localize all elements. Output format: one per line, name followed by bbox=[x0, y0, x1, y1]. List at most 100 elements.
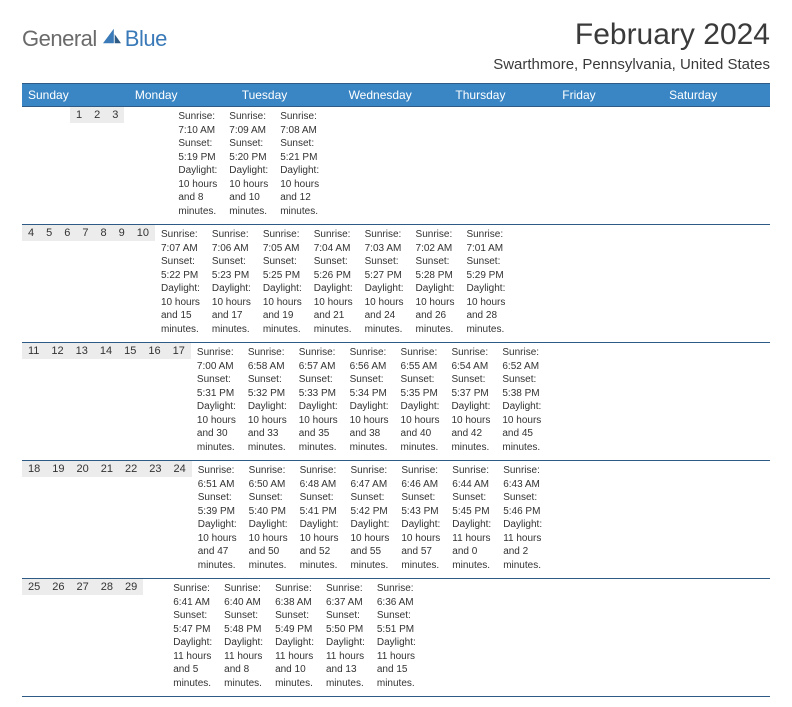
day-number: 21 bbox=[95, 461, 119, 477]
day-info: Sunrise: 6:52 AMSunset: 5:38 PMDaylight:… bbox=[496, 343, 547, 460]
sunset-line: Sunset: 5:42 PM bbox=[350, 491, 389, 518]
daylight-line-1: Daylight: 10 hours bbox=[416, 282, 455, 309]
sunrise-line: Sunrise: 6:47 AM bbox=[350, 464, 389, 491]
daylight-line-2: and 40 minutes. bbox=[401, 427, 440, 454]
day-number: 25 bbox=[22, 579, 46, 595]
sunset-line: Sunset: 5:43 PM bbox=[401, 491, 440, 518]
sunset-line: Sunset: 5:50 PM bbox=[326, 609, 365, 636]
calendar-week: 45678910Sunrise: 7:07 AMSunset: 5:22 PMD… bbox=[22, 224, 770, 342]
sunrise-line: Sunrise: 6:46 AM bbox=[401, 464, 440, 491]
day-number: 22 bbox=[119, 461, 143, 477]
day-info: Sunrise: 7:00 AMSunset: 5:31 PMDaylight:… bbox=[191, 343, 242, 460]
day-number: 28 bbox=[95, 579, 119, 595]
calendar-page: General Blue February 2024 Swarthmore, P… bbox=[0, 0, 792, 707]
daylight-line-2: and 28 minutes. bbox=[466, 309, 505, 336]
day-number: 15 bbox=[118, 343, 142, 359]
day-info: Sunrise: 7:06 AMSunset: 5:23 PMDaylight:… bbox=[206, 225, 257, 342]
sunrise-line: Sunrise: 7:01 AM bbox=[466, 228, 505, 255]
sunset-line: Sunset: 5:29 PM bbox=[466, 255, 505, 282]
sunset-line: Sunset: 5:19 PM bbox=[178, 137, 217, 164]
daylight-line-1: Daylight: 11 hours bbox=[173, 636, 212, 663]
day-info: Sunrise: 6:48 AMSunset: 5:41 PMDaylight:… bbox=[294, 461, 345, 578]
day-info: Sunrise: 6:58 AMSunset: 5:32 PMDaylight:… bbox=[242, 343, 293, 460]
sunset-line: Sunset: 5:45 PM bbox=[452, 491, 491, 518]
day-number: 3 bbox=[106, 107, 124, 123]
daylight-line-1: Daylight: 11 hours bbox=[326, 636, 365, 663]
calendar-week: 2526272829Sunrise: 6:41 AMSunset: 5:47 P… bbox=[22, 578, 770, 697]
sunrise-line: Sunrise: 7:10 AM bbox=[178, 110, 217, 137]
sunrise-line: Sunrise: 7:05 AM bbox=[263, 228, 302, 255]
daylight-line-1: Daylight: 10 hours bbox=[212, 282, 251, 309]
sunrise-line: Sunrise: 6:44 AM bbox=[452, 464, 491, 491]
daylight-line-2: and 42 minutes. bbox=[451, 427, 490, 454]
daylight-line-2: and 33 minutes. bbox=[248, 427, 287, 454]
sunset-line: Sunset: 5:26 PM bbox=[314, 255, 353, 282]
daylight-line-2: and 5 minutes. bbox=[173, 663, 212, 690]
daylight-line-1: Daylight: 10 hours bbox=[263, 282, 302, 309]
daynum-row: 18192021222324 bbox=[22, 461, 192, 578]
day-number-empty bbox=[34, 107, 46, 123]
sunset-line: Sunset: 5:32 PM bbox=[248, 373, 287, 400]
weekday-tuesday: Tuesday bbox=[236, 84, 343, 106]
day-info: Sunrise: 7:01 AMSunset: 5:29 PMDaylight:… bbox=[460, 225, 511, 342]
logo-text-blue: Blue bbox=[125, 26, 167, 52]
sunrise-line: Sunrise: 7:02 AM bbox=[416, 228, 455, 255]
weekday-saturday: Saturday bbox=[663, 84, 770, 106]
location-subtitle: Swarthmore, Pennsylvania, United States bbox=[493, 56, 770, 73]
calendar-body: 123Sunrise: 7:10 AMSunset: 5:19 PMDaylig… bbox=[22, 106, 770, 697]
daylight-line-1: Daylight: 11 hours bbox=[503, 518, 542, 545]
sunrise-line: Sunrise: 7:07 AM bbox=[161, 228, 200, 255]
daylight-line-2: and 8 minutes. bbox=[224, 663, 263, 690]
daylight-line-2: and 12 minutes. bbox=[280, 191, 319, 218]
calendar-week: 18192021222324Sunrise: 6:51 AM Sunset: 5:… bbox=[22, 460, 770, 578]
daylight-line-2: and 10 minutes. bbox=[229, 191, 268, 218]
day-info: Sunrise: 7:10 AMSunset: 5:19 PMDaylight:… bbox=[172, 107, 223, 224]
sunset-line: Sunset: 5:41 PM bbox=[300, 491, 339, 518]
daylight-line-2: and 21 minutes. bbox=[314, 309, 353, 336]
sunrise-line: Sunrise: 7:08 AM bbox=[280, 110, 319, 137]
content-row: Sunrise: 6:41 AMSunset: 5:47 PMDaylight:… bbox=[167, 579, 446, 696]
day-number: 6 bbox=[58, 225, 76, 241]
daylight-line-1: Daylight: 10 hours bbox=[178, 164, 217, 191]
day-info: Sunrise: 7:09 AMSunset: 5:20 PMDaylight:… bbox=[223, 107, 274, 224]
sunrise-line: Sunrise: 7:04 AM bbox=[314, 228, 353, 255]
sunset-line: Sunset: 5:21 PM bbox=[280, 137, 319, 164]
daylight-line-1: Daylight: 10 hours bbox=[161, 282, 200, 309]
daylight-line-1: Daylight: 10 hours bbox=[451, 400, 490, 427]
day-info: Sunrise: 7:03 AMSunset: 5:27 PMDaylight:… bbox=[359, 225, 410, 342]
weekday-monday: Monday bbox=[129, 84, 236, 106]
weekday-wednesday: Wednesday bbox=[343, 84, 450, 106]
daynum-row: 11121314151617 bbox=[22, 343, 191, 460]
daylight-line-1: Daylight: 10 hours bbox=[401, 400, 440, 427]
sunrise-line: Sunrise: 7:06 AM bbox=[212, 228, 251, 255]
daylight-line-1: Daylight: 10 hours bbox=[197, 400, 236, 427]
day-number: 7 bbox=[76, 225, 94, 241]
day-number: 5 bbox=[40, 225, 58, 241]
daylight-line-2: and 17 minutes. bbox=[212, 309, 251, 336]
day-info: Sunrise: 6:57 AMSunset: 5:33 PMDaylight:… bbox=[293, 343, 344, 460]
daylight-line-1: Daylight: 11 hours bbox=[275, 636, 314, 663]
sunset-line: Sunset: 5:28 PM bbox=[416, 255, 455, 282]
day-info: Sunrise: 6:38 AMSunset: 5:49 PMDaylight:… bbox=[269, 579, 320, 696]
day-info: Sunrise: 7:05 AMSunset: 5:25 PMDaylight:… bbox=[257, 225, 308, 342]
day-info-empty bbox=[148, 107, 160, 224]
sunset-line: Sunset: 5:23 PM bbox=[212, 255, 251, 282]
day-info: Sunrise: 7:07 AMSunset: 5:22 PMDaylight:… bbox=[155, 225, 206, 342]
daynum-row: 123 bbox=[22, 107, 124, 224]
day-info: Sunrise: 7:08 AMSunset: 5:21 PMDaylight:… bbox=[274, 107, 325, 224]
daylight-line-2: and 15 minutes. bbox=[377, 663, 416, 690]
month-title: February 2024 bbox=[493, 18, 770, 52]
daylight-line-2: and 38 minutes. bbox=[350, 427, 389, 454]
content-row: Sunrise: 7:00 AMSunset: 5:31 PMDaylight:… bbox=[191, 343, 547, 460]
day-number: 19 bbox=[46, 461, 70, 477]
sunrise-line: Sunrise: 6:51 AM bbox=[198, 464, 237, 491]
day-info: Sunrise: 6:55 AMSunset: 5:35 PMDaylight:… bbox=[395, 343, 446, 460]
day-number-empty bbox=[46, 107, 58, 123]
day-info: Sunrise: 6:43 AMSunset: 5:46 PMDaylight:… bbox=[497, 461, 548, 578]
sunrise-line: Sunrise: 6:43 AM bbox=[503, 464, 542, 491]
content-row: Sunrise: 7:07 AMSunset: 5:22 PMDaylight:… bbox=[155, 225, 511, 342]
day-info: Sunrise: 6:47 AMSunset: 5:42 PMDaylight:… bbox=[344, 461, 395, 578]
weekday-friday: Friday bbox=[556, 84, 663, 106]
day-number: 14 bbox=[94, 343, 118, 359]
daylight-line-2: and 8 minutes. bbox=[178, 191, 217, 218]
